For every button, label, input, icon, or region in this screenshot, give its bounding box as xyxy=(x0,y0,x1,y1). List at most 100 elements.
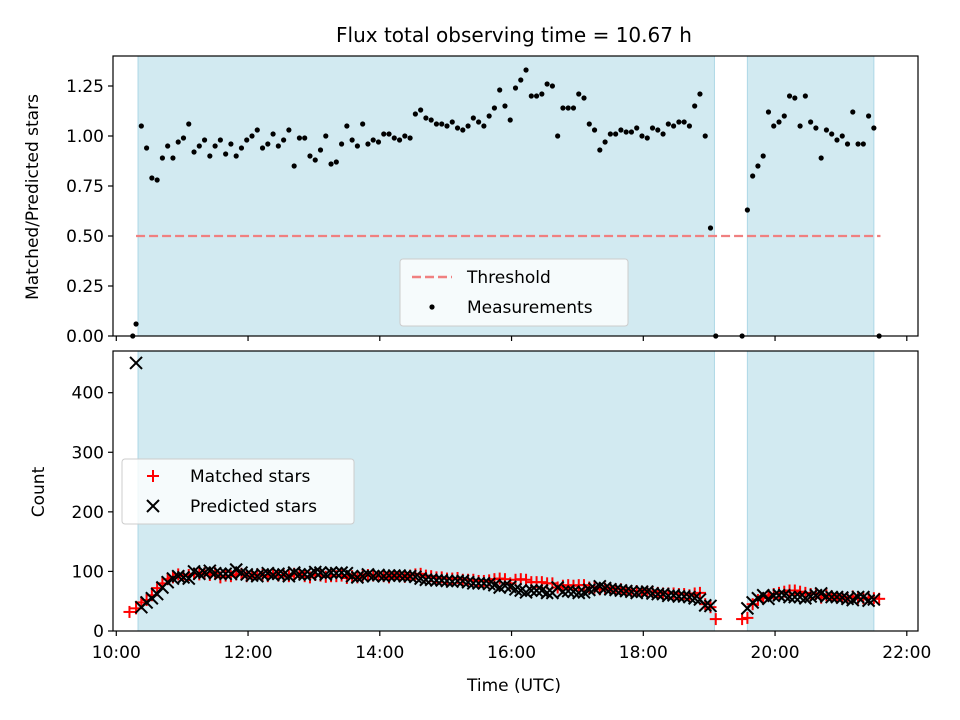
measurement-point xyxy=(818,155,824,161)
matched-legend-label: Matched stars xyxy=(190,467,310,487)
predicted-star-point xyxy=(129,356,143,370)
predicted-star-point xyxy=(867,592,881,607)
measurement-point xyxy=(265,141,271,147)
measurement-point xyxy=(639,133,645,139)
measurement-point xyxy=(149,175,155,181)
measurement-point xyxy=(829,131,835,137)
predicted-star-point xyxy=(572,586,586,600)
measurement-point xyxy=(528,93,534,99)
measurement-point xyxy=(217,137,223,143)
measurement-point xyxy=(618,127,624,133)
measurement-point xyxy=(602,139,608,145)
measurement-point xyxy=(159,155,166,161)
predicted-star-point xyxy=(840,592,855,606)
top-y-tick-label: 1.25 xyxy=(66,77,104,97)
bottom-legend-box xyxy=(121,458,355,525)
top-legend-box xyxy=(399,258,629,327)
predicted-star-point xyxy=(292,567,307,582)
predicted-star-point xyxy=(851,590,865,604)
measurement-point xyxy=(586,121,592,127)
measurement-point xyxy=(555,133,561,139)
measurement-point xyxy=(154,177,160,183)
predicted-star-point xyxy=(772,588,786,602)
measurement-point xyxy=(402,133,408,139)
predicted-star-point xyxy=(830,590,844,604)
predicted-star-point xyxy=(835,590,849,605)
predicted-star-point xyxy=(619,584,633,598)
measurement-point xyxy=(760,153,766,159)
measurement-point xyxy=(196,143,202,149)
predicted-star-point xyxy=(324,565,338,580)
measurement-point xyxy=(191,149,197,155)
bottom-series-predicted-stars xyxy=(129,356,881,616)
measurement-point xyxy=(286,127,292,133)
figure-title: Flux total observing time = 10.67 h xyxy=(336,23,692,47)
measurement-point xyxy=(476,119,482,125)
measurement-point xyxy=(486,113,492,119)
measurement-point xyxy=(270,131,276,137)
measurement-point xyxy=(750,173,756,179)
measurement-point xyxy=(871,125,877,131)
measurement-point xyxy=(407,135,413,141)
predicted-star-point xyxy=(171,569,185,583)
predicted-star-point xyxy=(271,567,286,581)
measurement-point xyxy=(259,145,266,151)
predicted-star-point xyxy=(861,593,876,608)
predicted-star-point xyxy=(366,569,380,583)
measurement-point xyxy=(439,121,445,127)
measurement-point xyxy=(228,141,234,147)
measurement-point xyxy=(186,121,192,127)
predicted-star-point xyxy=(803,589,818,604)
predicted-star-point xyxy=(392,568,407,583)
measurement-point xyxy=(560,105,566,111)
measurement-point xyxy=(539,91,545,97)
predicted-star-point xyxy=(466,576,481,591)
x-tick-label: 10:00 xyxy=(92,643,141,663)
measurement-point xyxy=(302,135,308,141)
measurement-point xyxy=(808,119,814,125)
measurement-point xyxy=(792,95,798,101)
measurement-point xyxy=(223,151,229,157)
top-legend: Threshold Measurements xyxy=(399,258,629,327)
measurement-point xyxy=(470,115,476,121)
measurement-point xyxy=(418,107,424,113)
top-y-axis-label: Matched/Predicted stars xyxy=(23,94,43,300)
matched-star-point xyxy=(520,573,533,586)
x-tick-label: 12:00 xyxy=(224,643,273,663)
measurement-point xyxy=(518,77,524,83)
measurement-point xyxy=(533,93,540,99)
predicted-star-point xyxy=(687,591,702,605)
measurement-point xyxy=(649,125,656,131)
predicted-star-point xyxy=(635,584,649,599)
measurement-point xyxy=(444,123,450,129)
predicted-star-point xyxy=(651,587,665,601)
measurement-point xyxy=(396,137,403,143)
measurement-point xyxy=(465,123,471,129)
measurement-point xyxy=(312,157,318,163)
measurement-point xyxy=(349,137,355,143)
predicted-star-point xyxy=(176,570,191,585)
predicted-star-point xyxy=(703,599,718,613)
measurement-point xyxy=(244,137,250,143)
measurement-point xyxy=(565,105,571,111)
measurement-point xyxy=(744,207,750,213)
measurement-point xyxy=(855,141,861,147)
predicted-star-point xyxy=(403,569,417,583)
measurement-point xyxy=(755,163,761,169)
measurement-point xyxy=(507,117,513,123)
measurement-point xyxy=(865,113,872,119)
measurement-point xyxy=(391,135,397,141)
measurement-point xyxy=(844,141,851,147)
matched-legend-swatch xyxy=(147,470,159,482)
top-y-tick-label: 0.75 xyxy=(66,177,104,197)
predicted-star-point xyxy=(208,566,222,580)
measurements-legend-label: Measurements xyxy=(467,298,593,318)
measurement-point xyxy=(576,91,582,97)
measurement-point xyxy=(765,109,772,115)
predicted-star-point xyxy=(540,586,554,600)
measurement-point xyxy=(771,123,777,129)
predicted-star-point xyxy=(456,574,470,588)
top-observing-window-1 xyxy=(746,55,875,337)
bottom-y-tick-label: 400 xyxy=(72,384,104,404)
x-tick-label: 22:00 xyxy=(882,643,931,663)
